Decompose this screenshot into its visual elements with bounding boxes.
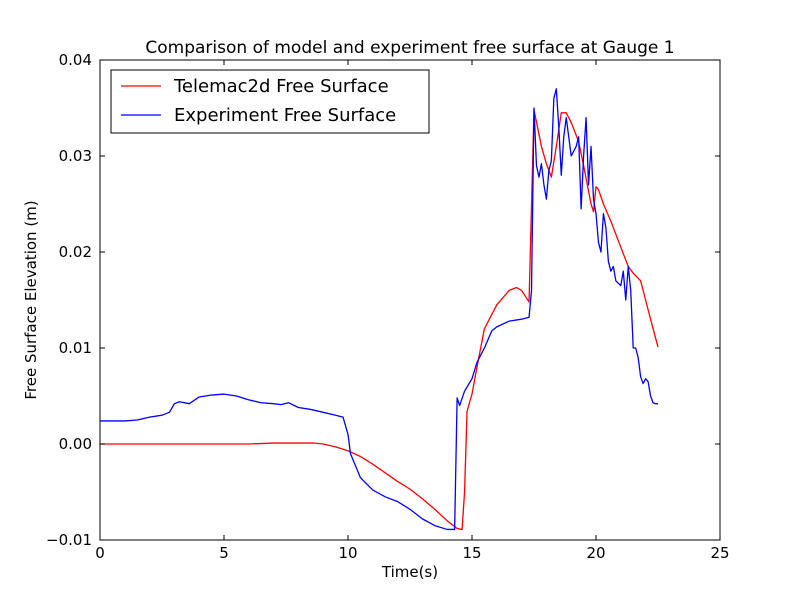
axes-frame	[99, 59, 721, 541]
x-axis-label: Time(s)	[381, 563, 438, 581]
series-line-telemac	[100, 109, 659, 531]
series-line-experiment	[100, 88, 658, 531]
y-tick-label: 0.00	[59, 435, 92, 453]
legend-label-telemac: Telemac2d Free Surface	[173, 76, 389, 97]
series-layer	[100, 88, 659, 531]
y-tick-label: 0.02	[59, 243, 92, 261]
tick-layer: 0 5 10 15 20 25 −0.01 0.00 0.01 0.02 0.03 0.04	[46, 51, 730, 562]
plot-area: 0 5 10 15 20 25 −0.01 0.00 0.01 0.02 0.03 0.04	[46, 51, 730, 562]
legend-label-experiment: Experiment Free Surface	[174, 105, 396, 126]
y-tick-label: 0.03	[59, 147, 92, 165]
x-tick-label: 20	[586, 544, 605, 562]
y-axis-label: Free Surface Elevation (m)	[22, 200, 40, 399]
x-tick-label: 15	[462, 544, 481, 562]
legend: Telemac2d Free Surface Experiment Free S…	[110, 69, 430, 134]
x-tick-label: 5	[219, 544, 229, 562]
x-tick-label: 10	[338, 544, 357, 562]
y-tick-label: −0.01	[46, 531, 92, 549]
y-tick-label: 0.01	[59, 339, 92, 357]
x-tick-label: 25	[710, 544, 729, 562]
chart-title: Comparison of model and experiment free …	[145, 38, 674, 58]
legend-box	[110, 69, 430, 134]
x-tick-label: 0	[95, 544, 105, 562]
y-tick-label: 0.04	[59, 51, 92, 69]
